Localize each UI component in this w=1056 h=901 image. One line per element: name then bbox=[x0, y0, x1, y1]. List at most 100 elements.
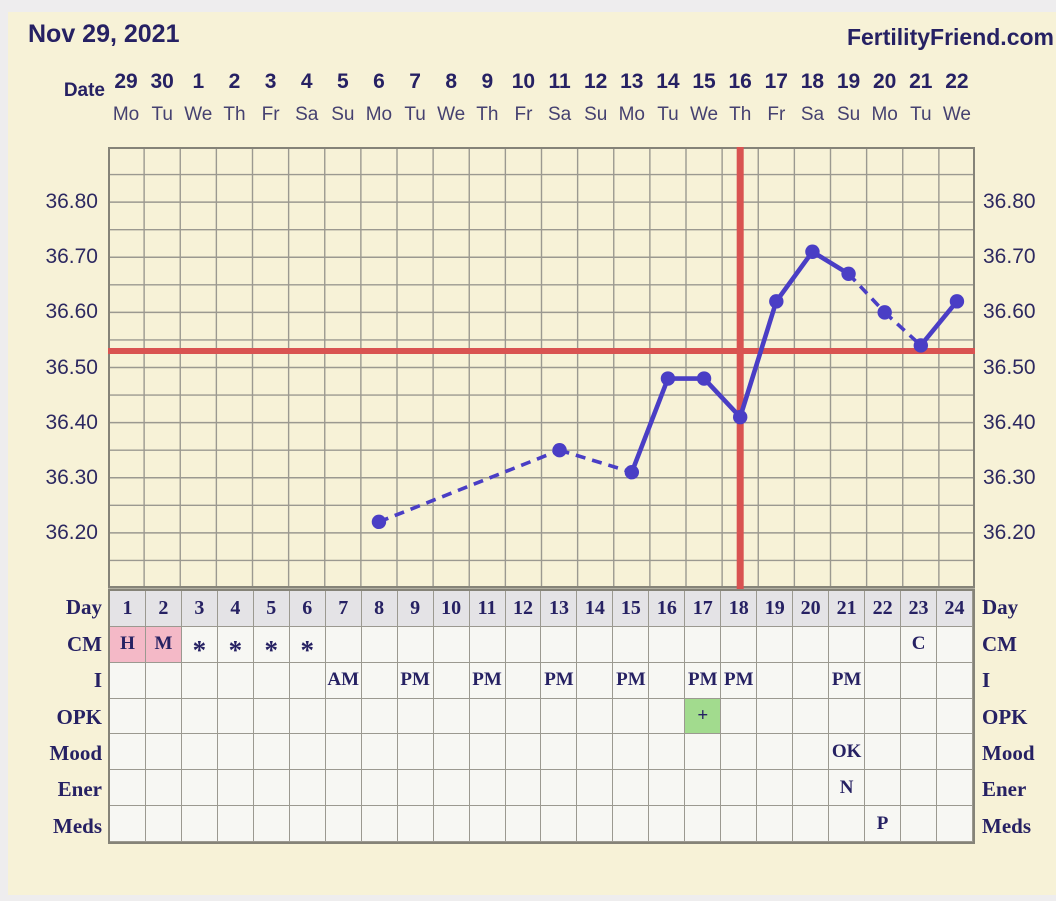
table-cell-mood-day-8 bbox=[361, 734, 398, 771]
calendar-date-17: 15 bbox=[692, 70, 716, 93]
chart-date-title: Nov 29, 2021 bbox=[28, 20, 180, 48]
table-cell-meds-day-5 bbox=[253, 806, 290, 842]
table-day-header-20: 20 bbox=[793, 591, 830, 627]
table-cell-opk-day-18 bbox=[721, 698, 758, 735]
table-day-header-21: 21 bbox=[829, 591, 866, 627]
calendar-weekday-11: Th bbox=[476, 104, 499, 125]
table-row-label-left-opk: OPK bbox=[56, 704, 103, 729]
table-row-label-left-ener: Ener bbox=[57, 777, 102, 802]
table-cell-i-day-11: PM bbox=[469, 662, 506, 699]
table-day-header-3: 3 bbox=[181, 591, 218, 627]
y-tick-label-right: 36.60 bbox=[983, 300, 1036, 324]
calendar-date-14: 12 bbox=[584, 70, 608, 93]
calendar-weekday-6: Sa bbox=[295, 104, 319, 125]
table-cell-i-day-18: PM bbox=[721, 662, 758, 699]
calendar-date-6: 4 bbox=[300, 70, 313, 93]
table-cell-meds-day-12 bbox=[505, 806, 542, 842]
table-cell-meds-day-1 bbox=[110, 806, 146, 842]
table-cell-meds-day-11 bbox=[469, 806, 506, 842]
table-cell-meds-day-15 bbox=[613, 806, 650, 842]
table-cell-mood-day-2 bbox=[145, 734, 182, 771]
table-cell-mood-day-1 bbox=[110, 734, 146, 771]
table-day-header-18: 18 bbox=[721, 591, 758, 627]
table-cell-mood-day-16 bbox=[649, 734, 686, 771]
table-cell-mood-day-21: OK bbox=[829, 734, 866, 771]
table-cell-cm-day-19 bbox=[757, 626, 794, 663]
calendar-weekday-16: Tu bbox=[657, 104, 679, 125]
table-cell-i-day-15: PM bbox=[613, 662, 650, 699]
calendar-date-11: 9 bbox=[481, 70, 494, 93]
table-cell-opk-day-17: + bbox=[685, 698, 722, 735]
table-cell-meds-day-7 bbox=[325, 806, 362, 842]
calendar-date-15: 13 bbox=[620, 70, 644, 93]
table-cell-i-day-3 bbox=[181, 662, 218, 699]
calendar-weekday-5: Fr bbox=[261, 104, 280, 125]
calendar-weekday-12: Fr bbox=[514, 104, 533, 125]
table-cell-mood-day-24 bbox=[937, 734, 973, 771]
table-cell-ener-day-2 bbox=[145, 770, 182, 807]
table-cell-ener-day-3 bbox=[181, 770, 218, 807]
table-cell-i-day-20 bbox=[793, 662, 830, 699]
table-cell-ener-day-1 bbox=[110, 770, 146, 807]
table-cell-cm-day-12 bbox=[505, 626, 542, 663]
table-cell-mood-day-10 bbox=[433, 734, 470, 771]
table-cell-i-day-1 bbox=[110, 662, 146, 699]
table-cell-opk-day-3 bbox=[181, 698, 218, 735]
calendar-weekday-14: Su bbox=[584, 104, 608, 125]
table-cell-ener-day-12 bbox=[505, 770, 542, 807]
calendar-date-24: 22 bbox=[945, 70, 969, 93]
table-cell-cm-day-23: C bbox=[901, 626, 938, 663]
calendar-date-19: 17 bbox=[764, 70, 788, 93]
table-cell-ener-day-16 bbox=[649, 770, 686, 807]
calendar-weekday-21: Su bbox=[836, 104, 861, 125]
table-cell-cm-day-21 bbox=[829, 626, 866, 663]
calendar-weekday-22: Mo bbox=[871, 104, 898, 125]
table-cell-cm-day-15 bbox=[613, 626, 650, 663]
table-cell-i-day-14 bbox=[577, 662, 614, 699]
table-day-header-16: 16 bbox=[649, 591, 686, 627]
calendar-weekday-2: Tu bbox=[151, 104, 173, 125]
table-cell-cm-day-7 bbox=[325, 626, 362, 663]
table-cell-opk-day-16 bbox=[649, 698, 686, 735]
table-cell-meds-day-10 bbox=[433, 806, 470, 842]
y-tick-label-left: 36.70 bbox=[45, 245, 98, 269]
table-row-label-right-day: Day bbox=[982, 595, 1019, 620]
table-cell-ener-day-19 bbox=[757, 770, 794, 807]
calendar-weekday-20: Sa bbox=[800, 104, 825, 125]
table-cell-cm-day-6: * bbox=[289, 626, 326, 664]
table-cell-meds-day-13 bbox=[541, 806, 578, 842]
table-cell-ener-day-4 bbox=[217, 770, 254, 807]
table-cell-i-day-12 bbox=[505, 662, 542, 699]
table-cell-opk-day-2 bbox=[145, 698, 182, 735]
table-row-label-right-ener: Ener bbox=[982, 777, 1027, 802]
table-cell-cm-day-18 bbox=[721, 626, 758, 663]
table-cell-i-day-6 bbox=[289, 662, 326, 699]
calendar-date-8: 6 bbox=[373, 70, 385, 93]
calendar-weekday-18: Th bbox=[729, 104, 752, 125]
y-tick-label-right: 36.80 bbox=[983, 190, 1036, 214]
calendar-weekday-4: Th bbox=[223, 104, 246, 125]
table-cell-i-day-9: PM bbox=[397, 662, 434, 699]
table-cell-i-day-2 bbox=[145, 662, 182, 699]
date-row-label: Date bbox=[63, 80, 105, 101]
table-cell-i-day-13: PM bbox=[541, 662, 578, 699]
table-day-header-15: 15 bbox=[613, 591, 650, 627]
table-cell-opk-day-8 bbox=[361, 698, 398, 735]
table-cell-cm-day-9 bbox=[397, 626, 434, 663]
table-day-header-22: 22 bbox=[865, 591, 902, 627]
table-cell-opk-day-13 bbox=[541, 698, 578, 735]
y-tick-label-right: 36.20 bbox=[983, 520, 1036, 544]
calendar-date-4: 2 bbox=[228, 70, 241, 93]
table-cell-opk-day-9 bbox=[397, 698, 434, 735]
table-day-header-6: 6 bbox=[289, 591, 326, 627]
table-cell-i-day-16 bbox=[649, 662, 686, 699]
table-day-header-14: 14 bbox=[577, 591, 614, 627]
table-cell-opk-day-22 bbox=[865, 698, 902, 735]
calendar-date-3: 1 bbox=[192, 70, 205, 93]
table-day-header-10: 10 bbox=[433, 591, 470, 627]
table-cell-i-day-10 bbox=[433, 662, 470, 699]
table-day-header-9: 9 bbox=[397, 591, 434, 627]
calendar-date-21: 19 bbox=[836, 70, 861, 93]
table-cell-opk-day-15 bbox=[613, 698, 650, 735]
calendar-weekday-7: Su bbox=[331, 104, 355, 125]
